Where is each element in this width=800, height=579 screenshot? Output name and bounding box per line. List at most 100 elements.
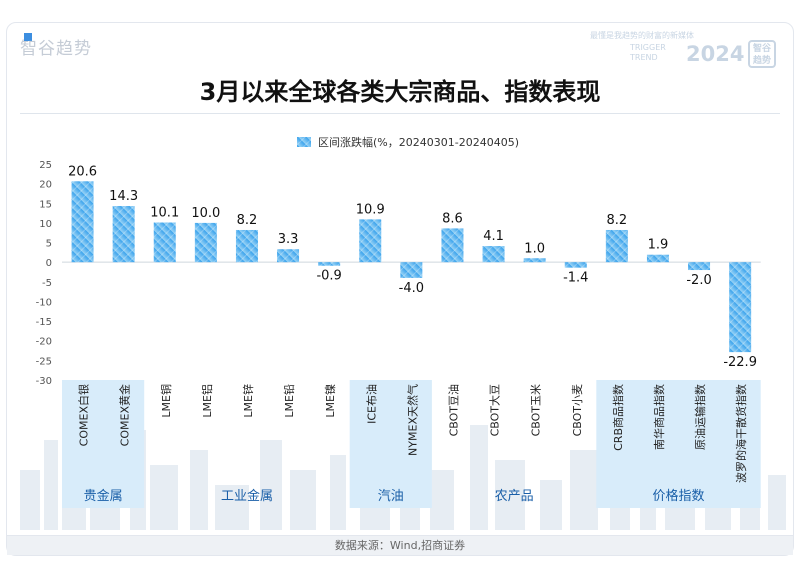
data-label: 20.6 <box>68 164 97 179</box>
skyline-building <box>768 475 786 530</box>
category-label: LME铝 <box>200 384 214 418</box>
y-tick-label: -25 <box>36 356 52 367</box>
bar <box>605 229 628 263</box>
category-label: CBOT玉米 <box>530 384 543 436</box>
y-tick-label: -10 <box>36 297 52 308</box>
group-label: 贵金属 <box>84 488 123 504</box>
bar <box>194 222 217 263</box>
watermark-trend: TREND <box>630 53 658 62</box>
category-label: COMEX黄金 <box>118 384 132 446</box>
legend: 区间涨跌幅(%，20240301-20240405) <box>297 135 519 149</box>
skyline-building <box>290 470 316 530</box>
title-divider <box>20 113 780 114</box>
y-tick-label: -15 <box>36 317 52 328</box>
bar <box>400 262 423 278</box>
y-tick-label: 0 <box>46 258 52 269</box>
legend-label: 区间涨跌幅(%，20240301-20240405) <box>318 135 519 149</box>
y-tick-label: 20 <box>39 180 52 191</box>
group-label: 价格指数 <box>652 488 704 504</box>
bar <box>359 219 382 263</box>
y-tick-label: -5 <box>42 278 52 289</box>
data-label: -1.4 <box>563 271 588 286</box>
brand-name: 智谷趋势 <box>20 39 92 59</box>
brand-logo-icon <box>24 33 32 41</box>
data-label: -4.0 <box>399 281 424 296</box>
y-tick-label: -20 <box>36 337 52 348</box>
category-label: NYMEX天然气 <box>405 384 419 456</box>
data-label: 10.0 <box>191 206 220 221</box>
bar <box>482 246 505 263</box>
bar <box>318 262 341 266</box>
category-label: 原油运输指数 <box>693 384 707 450</box>
skyline-building <box>20 470 40 530</box>
category-label: LME镍 <box>323 384 337 418</box>
y-tick-label: 10 <box>39 219 52 230</box>
category-label: ICE布油 <box>364 384 378 424</box>
skyline-building <box>260 440 282 530</box>
bar <box>277 249 300 263</box>
y-tick-label: 5 <box>46 239 52 250</box>
data-label: 10.1 <box>150 206 179 221</box>
skyline-building <box>190 450 208 530</box>
category-label: LME铜 <box>159 384 173 418</box>
chart-title: 3月以来全球各类大宗商品、指数表现 <box>199 78 601 106</box>
skyline-building <box>540 480 562 530</box>
data-label: 8.2 <box>237 213 258 228</box>
category-label: 南华商品指数 <box>652 384 666 450</box>
group-label: 农产品 <box>495 489 534 504</box>
watermark-badge: 智谷趋势 <box>748 40 776 68</box>
data-label: -2.0 <box>686 273 711 288</box>
data-label: 8.2 <box>607 213 628 228</box>
bar <box>153 222 176 263</box>
skyline-building <box>44 440 58 530</box>
data-label: 3.3 <box>278 232 299 247</box>
bar <box>441 228 464 263</box>
bar <box>646 254 669 263</box>
group-band <box>596 380 761 508</box>
skyline-building <box>570 450 598 530</box>
data-label: 10.9 <box>356 202 385 217</box>
category-label: CRB商品指数 <box>611 384 625 451</box>
bar <box>523 258 546 263</box>
y-tick-label: 25 <box>39 160 52 171</box>
skyline-building <box>150 465 178 530</box>
category-label: LME铅 <box>282 384 296 418</box>
skyline-building <box>430 470 454 530</box>
watermark-slogan: 最懂是我趋势的财富的新媒体 <box>590 31 694 40</box>
group-band <box>349 380 432 508</box>
skyline-building <box>215 485 249 530</box>
data-label: -22.9 <box>723 355 757 370</box>
bar <box>729 262 752 353</box>
y-axis: 25 20 15 10 5 0 -5 -10 -15 -20 -25 -30 <box>36 160 761 387</box>
y-tick-label: -30 <box>36 376 52 387</box>
category-label: 波罗的海干散货指数 <box>734 384 748 483</box>
data-label: 14.3 <box>109 189 138 204</box>
legend-swatch <box>297 137 311 147</box>
y-tick-label: 15 <box>39 199 52 210</box>
data-label: 8.6 <box>442 211 463 226</box>
watermark-trigger: TRIGGER <box>630 43 666 52</box>
group-label: 工业金属 <box>221 488 273 504</box>
data-labels: 20.6 14.3 10.1 10.0 8.2 3.3 -0.9 10.9 -4.0 8.6 4.1… <box>68 164 757 370</box>
group-labels: 贵金属 工业金属 汽油 农产品 价格指数 <box>84 488 705 504</box>
bar <box>112 206 135 263</box>
data-label: 1.9 <box>648 238 669 253</box>
bar-series <box>71 181 752 353</box>
watermark-year: 2024 <box>686 42 745 66</box>
bar <box>688 262 711 271</box>
category-label: LME锌 <box>241 384 255 418</box>
category-label: COMEX白银 <box>77 384 91 446</box>
data-label: 4.1 <box>483 229 504 244</box>
skyline-building <box>495 460 525 530</box>
source-note: 数据来源：Wind,招商证券 <box>7 535 793 555</box>
category-label: CBOT小麦 <box>571 384 584 436</box>
watermark-trigger-trend: TRIGGER TREND <box>630 43 666 63</box>
data-label: 1.0 <box>524 241 545 256</box>
watermark: 最懂是我趋势的财富的新媒体 TRIGGER TREND 2024 智谷趋势 <box>590 30 790 74</box>
category-labels: COMEX白银 COMEX黄金 LME铜 LME铝 LME锌 LME铅 LME镍 ICE布油 N… <box>77 384 749 483</box>
category-label: CBOT豆油 <box>446 384 460 436</box>
skyline-building <box>330 455 346 530</box>
group-band <box>62 380 145 508</box>
skyline-building <box>470 425 488 530</box>
